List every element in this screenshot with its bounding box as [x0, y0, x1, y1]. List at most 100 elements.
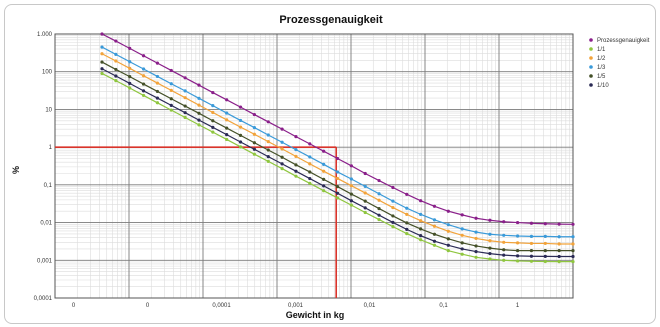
series-point [488, 252, 492, 256]
series-point [405, 212, 409, 216]
series-point [474, 216, 478, 220]
series-point [155, 96, 160, 100]
y-tick-label: 1.000 [37, 32, 53, 38]
series-point [114, 52, 118, 56]
series-point [419, 212, 423, 216]
chart-frame: Prozessgenauigkeit % Gewicht in kg 1.000… [4, 4, 656, 324]
series-point [363, 184, 367, 189]
series-point [211, 90, 215, 95]
series-point [225, 126, 229, 130]
series-point [502, 253, 506, 257]
series-point [100, 60, 104, 64]
series-point [100, 67, 104, 71]
series-point [543, 249, 547, 253]
series-point [114, 39, 118, 43]
series-point [308, 181, 312, 185]
series-point [529, 241, 534, 246]
series-point [502, 220, 506, 224]
series-point [252, 132, 256, 136]
series-point [183, 96, 187, 100]
series-point [419, 219, 423, 223]
series-point [363, 199, 367, 203]
series-point [515, 259, 520, 263]
series-point [502, 233, 506, 237]
series-point [391, 205, 395, 210]
series-point [280, 166, 284, 171]
x-tick-label: 0,001 [288, 303, 304, 309]
series-point [446, 229, 450, 233]
series-point [571, 242, 575, 246]
series-point [225, 137, 229, 142]
series-point [446, 223, 450, 227]
series-point [557, 235, 561, 239]
y-tick-label: 100 [42, 70, 53, 76]
series-point [238, 145, 243, 149]
series-point [100, 71, 104, 76]
series-line [101, 72, 573, 263]
series-point [446, 209, 450, 213]
legend-item: 1/1 [597, 47, 606, 53]
series-point [405, 221, 409, 225]
series-point [377, 198, 381, 202]
series-point [419, 238, 423, 242]
series-point [238, 105, 243, 109]
series-point [391, 225, 395, 229]
series-point [225, 111, 229, 115]
series-point [349, 184, 353, 188]
y-tick-label: 0,1 [44, 183, 53, 189]
series-point [114, 59, 118, 63]
series-point [266, 133, 270, 137]
series-point [488, 246, 492, 250]
series-point [308, 170, 312, 174]
series-point [141, 93, 146, 98]
series-point [543, 241, 547, 246]
series-point [488, 218, 492, 222]
series-point [280, 140, 284, 144]
series-point [252, 125, 256, 130]
series-point [128, 81, 132, 85]
series-point [252, 147, 256, 151]
series-point [460, 252, 464, 256]
x-tick-label: 1 [516, 303, 520, 309]
series-point [335, 196, 340, 200]
series-point [100, 32, 104, 36]
series-point [252, 112, 256, 117]
series-point [529, 259, 534, 263]
series-point [557, 260, 561, 264]
series-point [266, 140, 270, 144]
series-point [155, 89, 160, 94]
legend-marker [589, 38, 593, 42]
series-point [266, 159, 270, 163]
y-ticks: 1.000 100 10 1 0,1 0,01 0,001 0,0001 [34, 32, 53, 302]
series-point [377, 206, 381, 211]
series-point [557, 254, 561, 259]
series-point [155, 74, 160, 79]
y-tick-label: 0,001 [37, 258, 53, 264]
series-point [155, 81, 160, 85]
series-point [252, 152, 256, 156]
series-point [128, 60, 132, 64]
series-point [252, 141, 256, 145]
series-point [349, 203, 353, 207]
series-point [183, 115, 187, 120]
series-point [391, 185, 395, 190]
series-point [432, 243, 437, 247]
series-point [377, 213, 381, 217]
series-point [515, 220, 520, 225]
series-point [515, 254, 520, 258]
series-point [197, 118, 201, 122]
y-tick-label: 0,0001 [34, 296, 53, 302]
series-point [335, 184, 340, 189]
series-point [557, 222, 561, 226]
series-point [100, 52, 104, 56]
legend-item: 1/2 [597, 56, 606, 62]
series-point [141, 82, 146, 86]
series-point [460, 227, 464, 231]
series-point [238, 133, 243, 137]
series-point [155, 101, 160, 105]
series-point [488, 232, 492, 236]
series-point [529, 249, 534, 253]
x-axis-label: Gewicht in kg [286, 310, 345, 320]
series-point [238, 140, 243, 144]
legend-item: Prozessgenauigkeit [597, 38, 650, 44]
